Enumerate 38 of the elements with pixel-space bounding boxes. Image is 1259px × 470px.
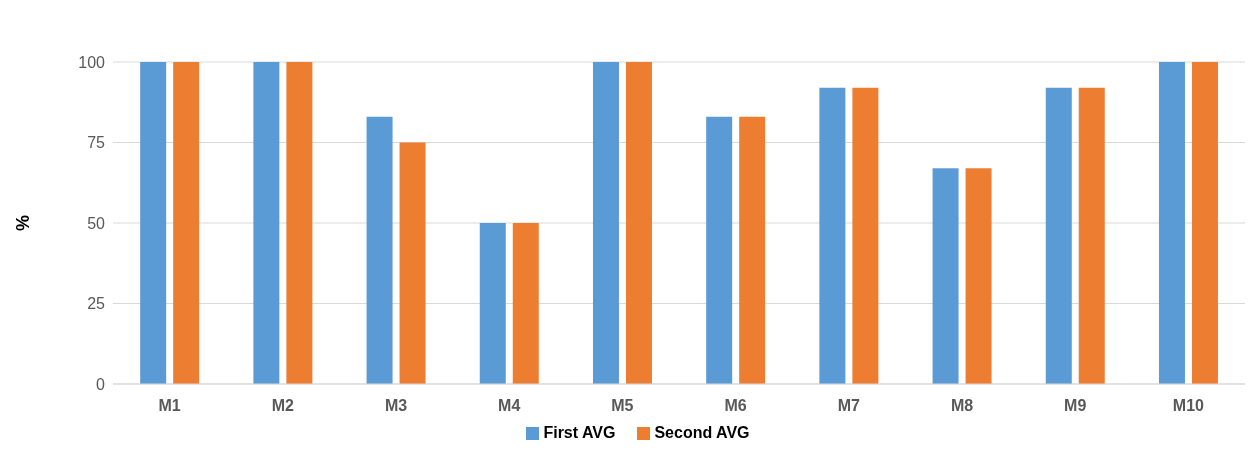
y-tick-label: 100	[78, 53, 106, 71]
x-tick-label: M4	[498, 397, 521, 415]
bar	[286, 62, 313, 384]
bar	[625, 62, 652, 384]
bar	[173, 62, 200, 384]
y-tick-label: 50	[87, 214, 106, 232]
bar	[819, 87, 846, 384]
y-tick-label: 75	[87, 134, 106, 152]
bar	[1191, 62, 1218, 384]
bar	[140, 62, 167, 384]
x-tick-label: M1	[158, 397, 181, 415]
bar	[932, 168, 959, 384]
x-tick-label: M6	[724, 397, 747, 415]
legend-label: Second AVG	[654, 424, 750, 441]
bar	[512, 223, 539, 384]
legend-label: First AVG	[543, 424, 616, 441]
bar	[479, 223, 506, 384]
y-tick-label: 25	[87, 295, 106, 313]
bar	[852, 87, 879, 384]
x-tick-label: M2	[271, 397, 295, 415]
bar	[592, 62, 619, 384]
bar	[1078, 87, 1105, 384]
x-tick-label: M9	[1064, 397, 1087, 415]
y-axis-title: %	[13, 214, 34, 231]
bar	[399, 142, 426, 384]
bar	[706, 116, 733, 384]
bar	[965, 168, 992, 384]
x-tick-label: M3	[384, 397, 408, 415]
x-tick-label: M8	[950, 397, 974, 415]
bar	[1158, 62, 1185, 384]
bar	[253, 62, 280, 384]
x-tick-label: M10	[1172, 397, 1205, 415]
bar	[739, 116, 766, 384]
x-tick-label: M5	[611, 397, 634, 415]
y-tick-label: 0	[96, 375, 106, 393]
bar	[1045, 87, 1072, 384]
bar	[366, 116, 393, 384]
x-tick-label: M7	[837, 397, 861, 415]
